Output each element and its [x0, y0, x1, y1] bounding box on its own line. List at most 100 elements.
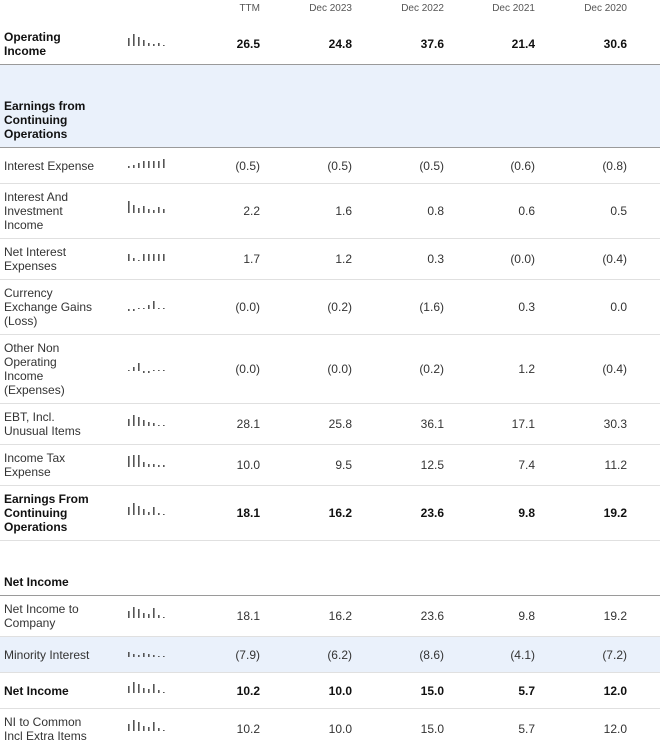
cell-dec-2023: 16.2 — [328, 506, 352, 520]
sparkline-bar — [143, 254, 145, 261]
cell-dec-2023: (0.5) — [327, 159, 352, 173]
cell-dec-2023: 24.8 — [328, 37, 352, 51]
sparkline-bar — [143, 308, 145, 309]
sparkline-bar — [153, 507, 155, 515]
cell-dec-2020: (7.2) — [602, 648, 627, 662]
cell-dec-2022: 12.5 — [420, 458, 444, 472]
sparkline-bar — [153, 722, 155, 731]
cell-dec-2023: 9.5 — [335, 458, 352, 472]
sparkline-bar — [163, 425, 165, 426]
sparkline-icon[interactable] — [127, 34, 167, 48]
cell-dec-2020: 0.0 — [610, 300, 627, 314]
sparkline-icon[interactable] — [127, 503, 167, 517]
cell-ttm: (7.9) — [235, 648, 260, 662]
sparkline-bar — [143, 653, 145, 657]
cell-dec-2022: 15.0 — [420, 722, 444, 736]
sparkline-bar — [138, 417, 140, 426]
sparkline-icon[interactable] — [127, 297, 167, 311]
table-row: NI to Common Incl Extra Items 10.2 10.0 15.… — [0, 709, 660, 749]
sparkline-bar — [158, 656, 160, 657]
sparkline-bar — [158, 370, 160, 371]
sparkline-bar — [163, 370, 165, 371]
cell-dec-2022: 23.6 — [420, 506, 444, 520]
row-label: Earnings From Continuing Operations — [4, 492, 89, 534]
cell-dec-2021: 9.8 — [518, 609, 535, 623]
sparkline-bar — [148, 161, 150, 168]
sparkline-icon[interactable] — [127, 359, 167, 373]
sparkline-bar — [128, 201, 130, 213]
sparkline-bar — [128, 686, 130, 693]
table-row: Net Income — [0, 541, 660, 596]
cell-dec-2023: 10.0 — [328, 684, 352, 698]
cell-ttm: 2.2 — [243, 204, 260, 218]
sparkline-bar — [138, 506, 140, 515]
cell-dec-2022: 37.6 — [420, 37, 444, 51]
cell-ttm: 1.7 — [243, 252, 260, 266]
sparkline-bar — [133, 607, 135, 618]
sparkline-bar — [138, 363, 140, 371]
cell-dec-2021: (4.1) — [510, 648, 535, 662]
sparkline-bar — [138, 163, 140, 168]
sparkline-icon[interactable] — [127, 681, 167, 695]
row-label: Net Interest Expenses — [4, 245, 67, 273]
table-row: Minority Interest (7.9) (6.2) (8.6) (4.1) (7.… — [0, 637, 660, 673]
row-label: Minority Interest — [4, 648, 90, 662]
cell-ttm: (0.0) — [235, 300, 260, 314]
cell-dec-2022: 0.8 — [427, 204, 444, 218]
sparkline-bar — [153, 684, 155, 693]
cell-dec-2020: 12.0 — [603, 684, 627, 698]
col-header-dec-2020[interactable]: Dec 2020 — [584, 3, 627, 14]
sparkline-bar — [163, 159, 165, 168]
sparkline-bar — [133, 654, 135, 657]
sparkline-bar — [163, 692, 165, 693]
sparkline-bar — [158, 690, 160, 693]
sparkline-bar — [153, 254, 155, 261]
sparkline-bar — [148, 614, 150, 618]
sparkline-bar — [163, 617, 165, 618]
sparkline-icon[interactable] — [127, 719, 167, 733]
col-header-dec-2023[interactable]: Dec 2023 — [309, 3, 352, 14]
cell-dec-2022: 36.1 — [420, 417, 444, 431]
cell-dec-2021: 21.4 — [511, 37, 535, 51]
sparkline-bar — [158, 728, 160, 731]
row-label: Operating Income — [4, 30, 61, 58]
sparkline-bar — [133, 367, 135, 371]
sparkline-bar — [148, 512, 150, 515]
sparkline-bar — [148, 422, 150, 426]
row-label: EBT, Incl. Unusual Items — [4, 410, 81, 438]
table-row: Currency Exchange Gains (Loss) (0.0) (0.2)… — [0, 280, 660, 335]
cell-ttm: 10.2 — [236, 684, 260, 698]
sparkline-bar — [158, 425, 160, 426]
table-row: Income Tax Expense 10.0 9.5 12.5 7.4 11.2 — [0, 445, 660, 486]
sparkline-bar — [158, 207, 160, 213]
sparkline-bar — [148, 371, 150, 373]
sparkline-bar — [163, 45, 165, 46]
cell-dec-2020: (0.4) — [602, 362, 627, 376]
sparkline-icon[interactable] — [127, 156, 167, 170]
sparkline-bar — [138, 684, 140, 693]
cell-dec-2021: (0.6) — [510, 159, 535, 173]
cell-dec-2021: 5.7 — [518, 722, 535, 736]
cell-ttm: (0.5) — [235, 159, 260, 173]
column-header: TTM Dec 2023 Dec 2022 Dec 2021 Dec 2020 — [0, 0, 660, 24]
sparkline-bar — [163, 656, 165, 657]
table-row: Operating Income 26.5 24.8 37.6 21.4 30.6 — [0, 24, 660, 65]
col-header-ttm[interactable]: TTM — [239, 3, 260, 14]
cell-dec-2023: 10.0 — [328, 722, 352, 736]
sparkline-icon[interactable] — [127, 606, 167, 620]
cell-ttm: 28.1 — [236, 417, 260, 431]
table-row: Earnings From Continuing Operations 18.1 1… — [0, 486, 660, 541]
sparkline-bar — [158, 465, 160, 467]
sparkline-icon[interactable] — [127, 201, 167, 215]
sparkline-bar — [138, 455, 140, 467]
table-row: Net Income to Company 18.1 16.2 23.6 9.8 19.2 — [0, 596, 660, 637]
sparkline-bar — [128, 166, 130, 168]
sparkline-icon[interactable] — [127, 414, 167, 428]
sparkline-bar — [148, 254, 150, 261]
sparkline-icon[interactable] — [127, 455, 167, 469]
col-header-dec-2021[interactable]: Dec 2021 — [492, 3, 535, 14]
sparkline-icon[interactable] — [127, 645, 167, 659]
col-header-dec-2022[interactable]: Dec 2022 — [401, 3, 444, 14]
sparkline-bar — [148, 464, 150, 467]
sparkline-icon[interactable] — [127, 249, 167, 263]
